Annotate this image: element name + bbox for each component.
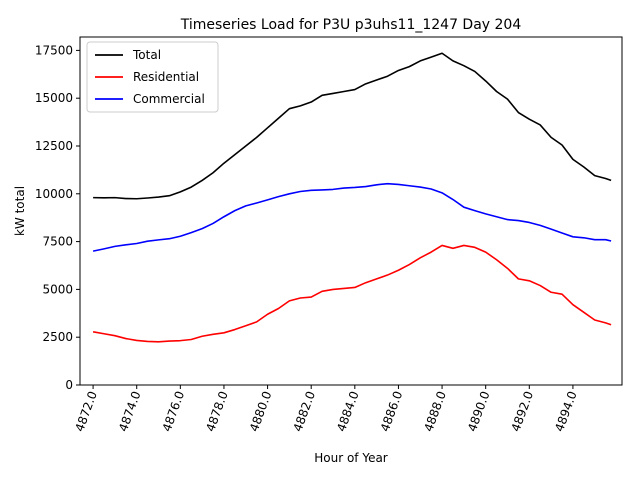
y-tick-label: 7500 xyxy=(42,235,73,249)
x-tick-label: 4890.0 xyxy=(465,389,493,433)
legend-label: Total xyxy=(132,48,161,62)
x-tick-label: 4880.0 xyxy=(247,389,275,433)
x-tick-label: 4894.0 xyxy=(552,389,580,433)
legend: Total Residential Commercial xyxy=(86,41,219,113)
series-lines xyxy=(92,52,612,343)
x-tick-label: 4886.0 xyxy=(378,389,406,433)
series-line-total xyxy=(93,52,612,200)
legend-box xyxy=(86,41,219,113)
chart-title: Timeseries Load for P3U p3uhs11_1247 Day… xyxy=(180,17,522,33)
y-tick-label: 5000 xyxy=(42,282,73,296)
legend-label: Commercial xyxy=(133,92,205,106)
series-line-commercial xyxy=(92,182,612,252)
plot-area xyxy=(79,36,623,386)
x-tick-label: 4874.0 xyxy=(116,389,144,433)
x-axis-label: Hour of Year xyxy=(314,451,388,465)
y-tick-label: 15000 xyxy=(35,91,73,105)
x-tick-label: 4878.0 xyxy=(203,389,231,433)
x-tick-label: 4892.0 xyxy=(509,389,537,433)
y-tick-label: 0 xyxy=(65,378,73,392)
x-tick-label: 4884.0 xyxy=(334,389,362,433)
series-line-residential xyxy=(92,244,612,343)
y-axis-label: kW total xyxy=(13,186,27,236)
x-tick-label: 4888.0 xyxy=(421,389,449,433)
y-tick-label: 10000 xyxy=(35,187,73,201)
x-axis: 4872.0 4874.0 4876.0 4878.0 4880.0 4882.0 4884… xyxy=(72,385,580,433)
y-axis: 0 2500 5000 7500 10000 12500 15000 17500 xyxy=(35,43,80,392)
x-tick-label: 4882.0 xyxy=(290,389,318,433)
y-tick-label: 17500 xyxy=(35,43,73,57)
x-tick-label: 4876.0 xyxy=(160,389,188,433)
legend-label: Residential xyxy=(133,70,199,84)
y-tick-label: 2500 xyxy=(42,330,73,344)
y-tick-label: 12500 xyxy=(35,139,73,153)
x-tick-label: 4872.0 xyxy=(72,389,100,433)
